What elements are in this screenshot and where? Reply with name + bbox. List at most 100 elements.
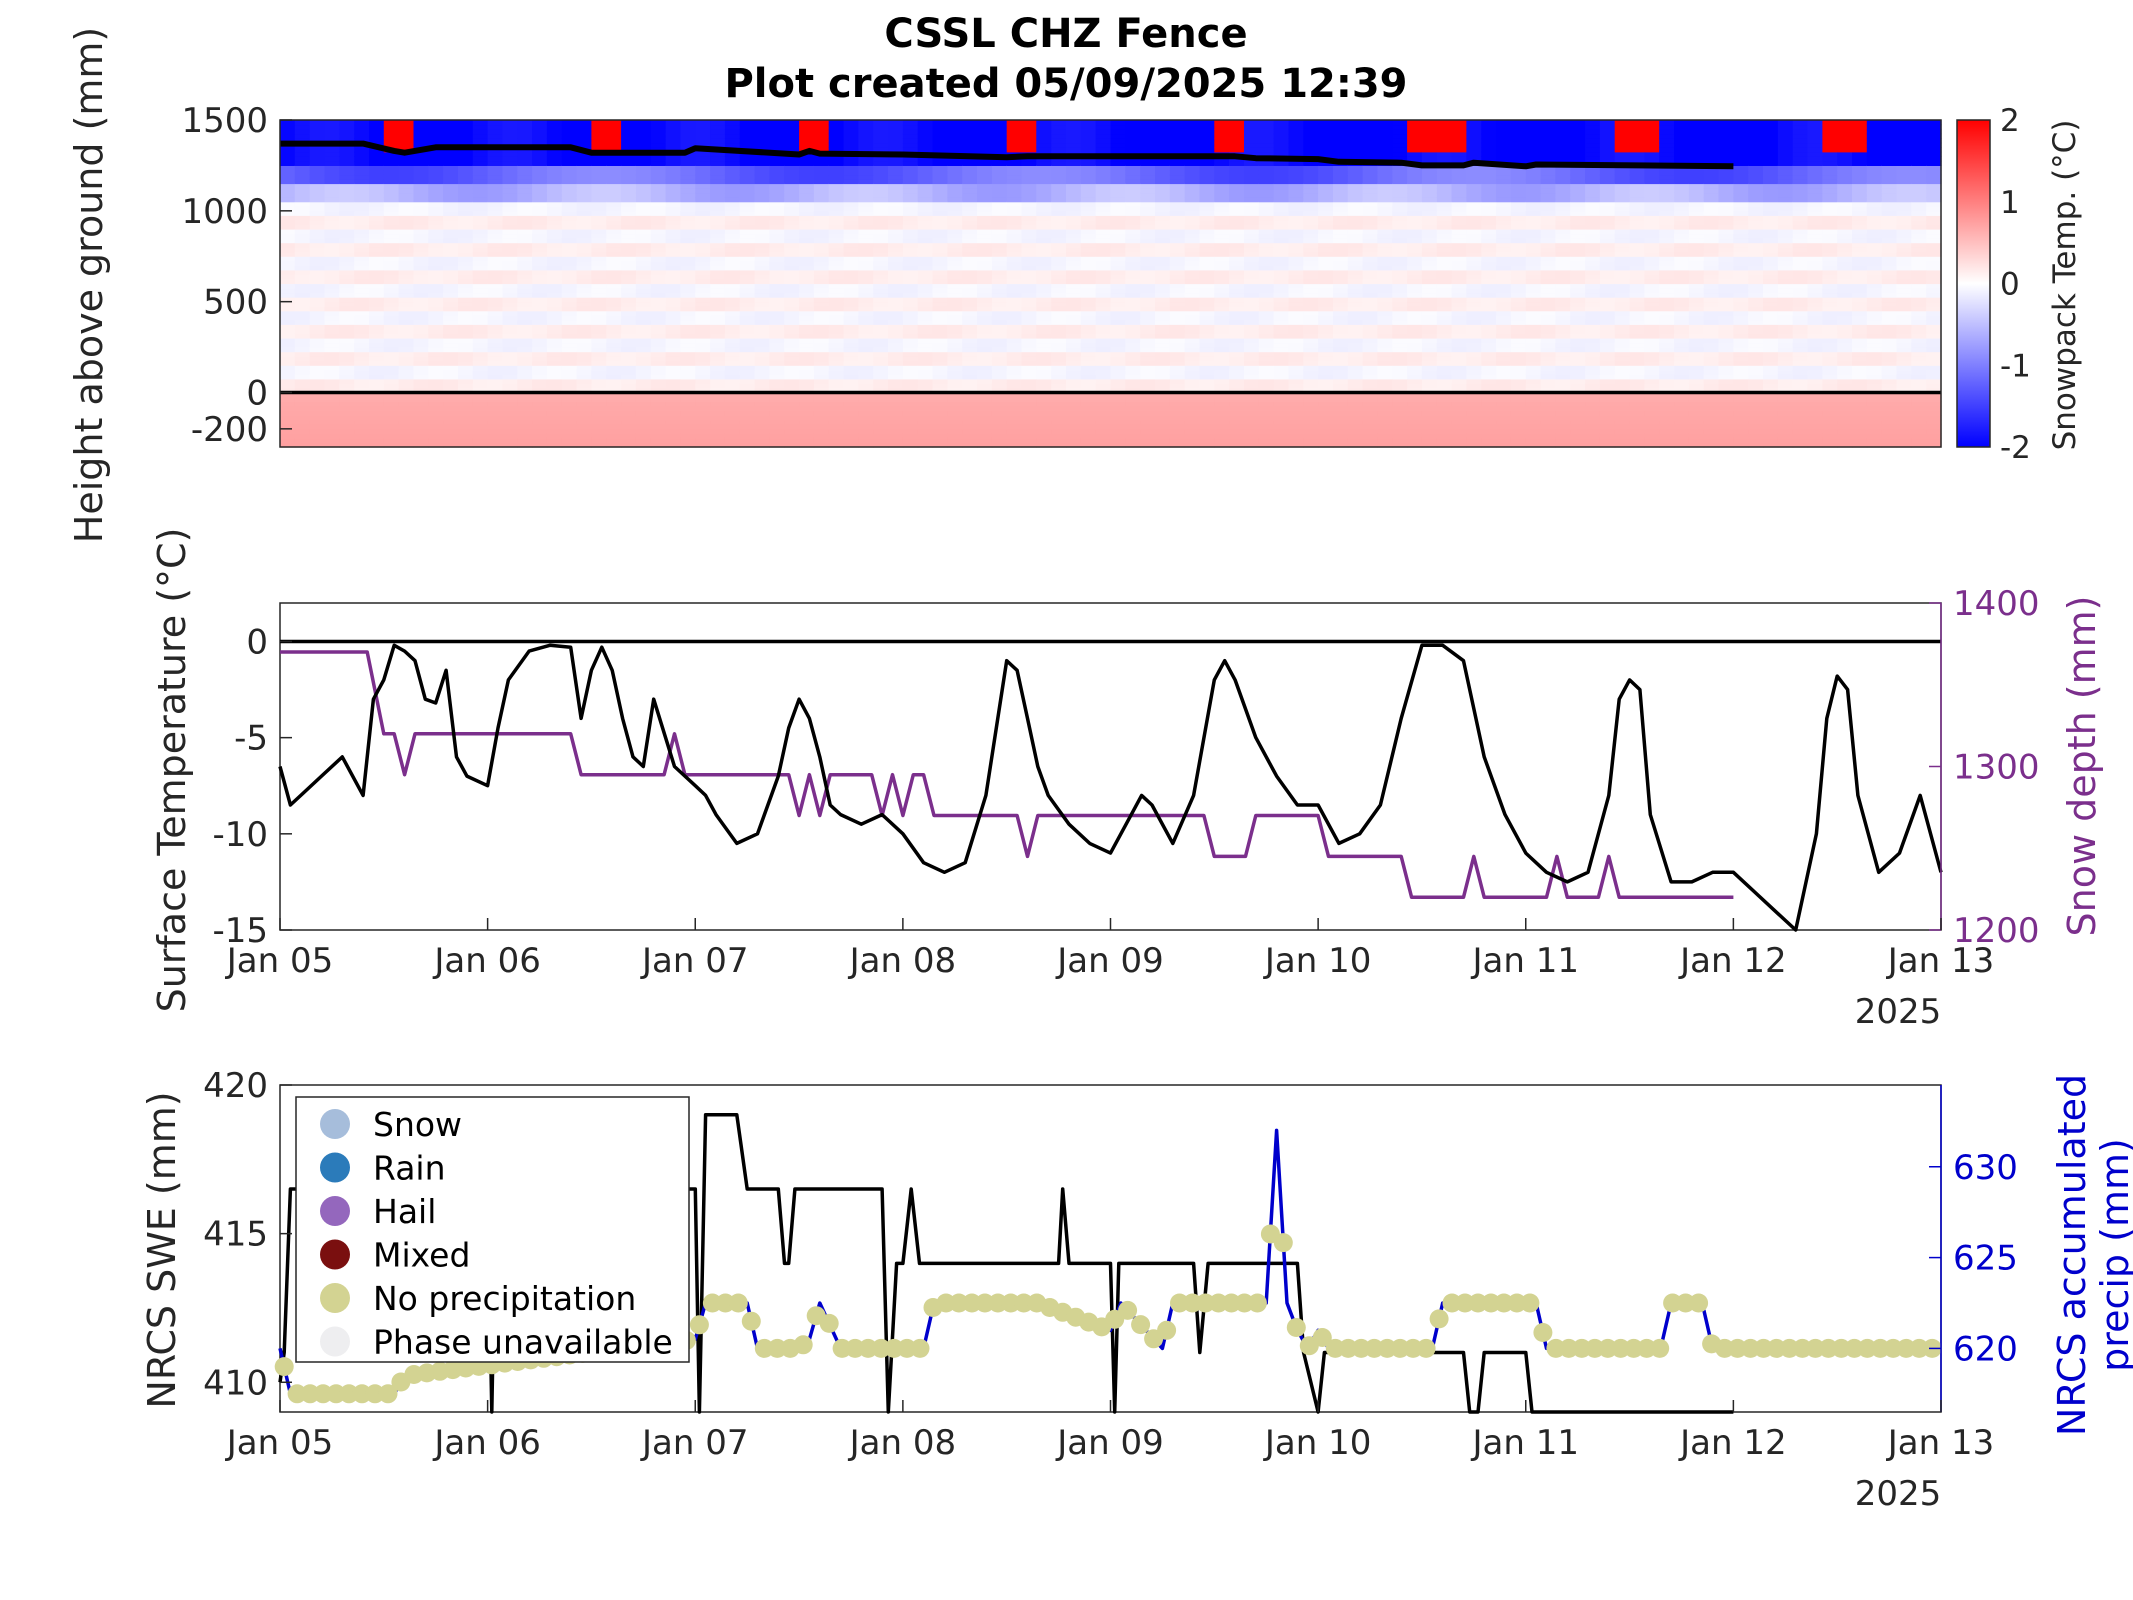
heatmap-cell	[1288, 374, 1304, 380]
heatmap-cell	[517, 210, 533, 216]
heatmap-cell	[487, 333, 503, 339]
heatmap-cell	[991, 238, 1008, 244]
heatmap-cell	[724, 319, 741, 325]
heatmap-cell	[635, 415, 652, 421]
heatmap-cell	[606, 392, 622, 398]
heatmap-cell	[1214, 383, 1230, 389]
heatmap-cell	[932, 165, 948, 171]
heatmap-cell	[710, 401, 726, 407]
heatmap-cell	[1214, 197, 1230, 203]
heatmap-cell	[739, 342, 756, 348]
heatmap-cell	[561, 269, 578, 275]
heatmap-cell	[1155, 401, 1171, 407]
heatmap-cell	[932, 369, 948, 375]
heatmap-cell	[1214, 210, 1230, 216]
heatmap-cell	[324, 192, 340, 198]
heatmap-cell	[1110, 378, 1126, 384]
heatmap-cell	[665, 170, 681, 176]
heatmap-cell	[324, 315, 340, 321]
heatmap-cell	[324, 129, 340, 135]
heatmap-cell	[383, 424, 400, 430]
heatmap-cell	[369, 365, 385, 371]
heatmap-cell	[858, 424, 874, 430]
heatmap-cell	[1006, 142, 1023, 148]
heatmap-cell	[1273, 247, 1289, 253]
heatmap-cell	[769, 233, 785, 239]
heatmap-cell	[888, 274, 904, 280]
heatmap-cell	[947, 247, 963, 253]
heatmap-cell	[1244, 170, 1260, 176]
heatmap-cell	[591, 374, 607, 380]
heatmap-cell	[902, 251, 919, 257]
heatmap-cell	[591, 215, 607, 221]
heatmap-cell	[754, 156, 770, 162]
heatmap-cell	[680, 133, 696, 139]
heatmap-cell	[1229, 188, 1245, 194]
heatmap-cell	[991, 265, 1008, 271]
heatmap-cell	[413, 301, 429, 307]
heatmap-cell	[1140, 297, 1156, 303]
heatmap-cell	[354, 233, 370, 239]
heatmap-cell	[1258, 269, 1275, 275]
heatmap-cell	[561, 328, 578, 334]
heatmap-cell	[413, 428, 429, 434]
heatmap-cell	[1229, 365, 1245, 371]
heatmap-cell	[1095, 301, 1112, 307]
heatmap-cell	[710, 138, 726, 144]
heatmap-cell	[502, 129, 518, 135]
heatmap-cell	[1184, 383, 1201, 389]
heatmap-cell	[917, 324, 934, 330]
heatmap-cell	[650, 360, 667, 366]
heatmap-cell	[784, 165, 800, 171]
heatmap-cell	[828, 174, 845, 180]
heatmap-cell	[354, 265, 370, 271]
heatmap-cell	[947, 338, 963, 344]
heatmap-cell	[294, 174, 311, 180]
heatmap-cell	[1184, 229, 1201, 235]
heatmap-cell	[1110, 215, 1126, 221]
heatmap-cell	[1169, 170, 1186, 176]
heatmap-cell	[532, 151, 548, 157]
heatmap-cell	[784, 306, 800, 312]
heatmap-cell	[635, 356, 652, 362]
heatmap-cell	[739, 156, 756, 162]
heatmap-cell	[843, 238, 859, 244]
heatmap-cell	[1021, 201, 1037, 207]
heatmap-cell	[621, 265, 637, 271]
heatmap-cell	[1273, 297, 1289, 303]
heatmap-cell	[369, 224, 385, 230]
heatmap-cell	[1244, 283, 1260, 289]
heatmap-cell	[769, 410, 785, 416]
heatmap-cell	[917, 124, 934, 130]
heatmap-cell	[784, 174, 800, 180]
heatmap-cell	[1244, 138, 1260, 144]
heatmap-cell	[1036, 369, 1052, 375]
heatmap-cell	[1273, 224, 1289, 230]
heatmap-cell	[1184, 233, 1201, 239]
heatmap-cell	[532, 269, 548, 275]
heatmap-cell	[888, 374, 904, 380]
heatmap-cell	[1051, 328, 1067, 334]
heatmap-cell	[1184, 310, 1201, 316]
heatmap-cell	[739, 397, 756, 403]
heatmap-cell	[1110, 437, 1126, 443]
heatmap-cell	[650, 356, 667, 362]
heatmap-cell	[309, 406, 326, 412]
heatmap-cell	[294, 129, 311, 135]
heatmap-cell	[1080, 219, 1097, 225]
heatmap-cell	[917, 333, 934, 339]
heatmap-cell	[280, 170, 296, 176]
heatmap-cell	[769, 397, 785, 403]
heatmap-cell	[324, 397, 340, 403]
heatmap-cell	[902, 242, 919, 248]
heatmap-cell	[799, 265, 815, 271]
heatmap-cell	[1066, 406, 1082, 412]
heatmap-cell	[813, 242, 830, 248]
heatmap-cell	[1288, 292, 1304, 298]
heatmap-cell	[1288, 151, 1304, 157]
heatmap-cell	[502, 265, 518, 271]
heatmap-cell	[591, 328, 607, 334]
heatmap-cell	[398, 401, 414, 407]
heatmap-cell	[502, 365, 518, 371]
heatmap-cell	[591, 410, 607, 416]
